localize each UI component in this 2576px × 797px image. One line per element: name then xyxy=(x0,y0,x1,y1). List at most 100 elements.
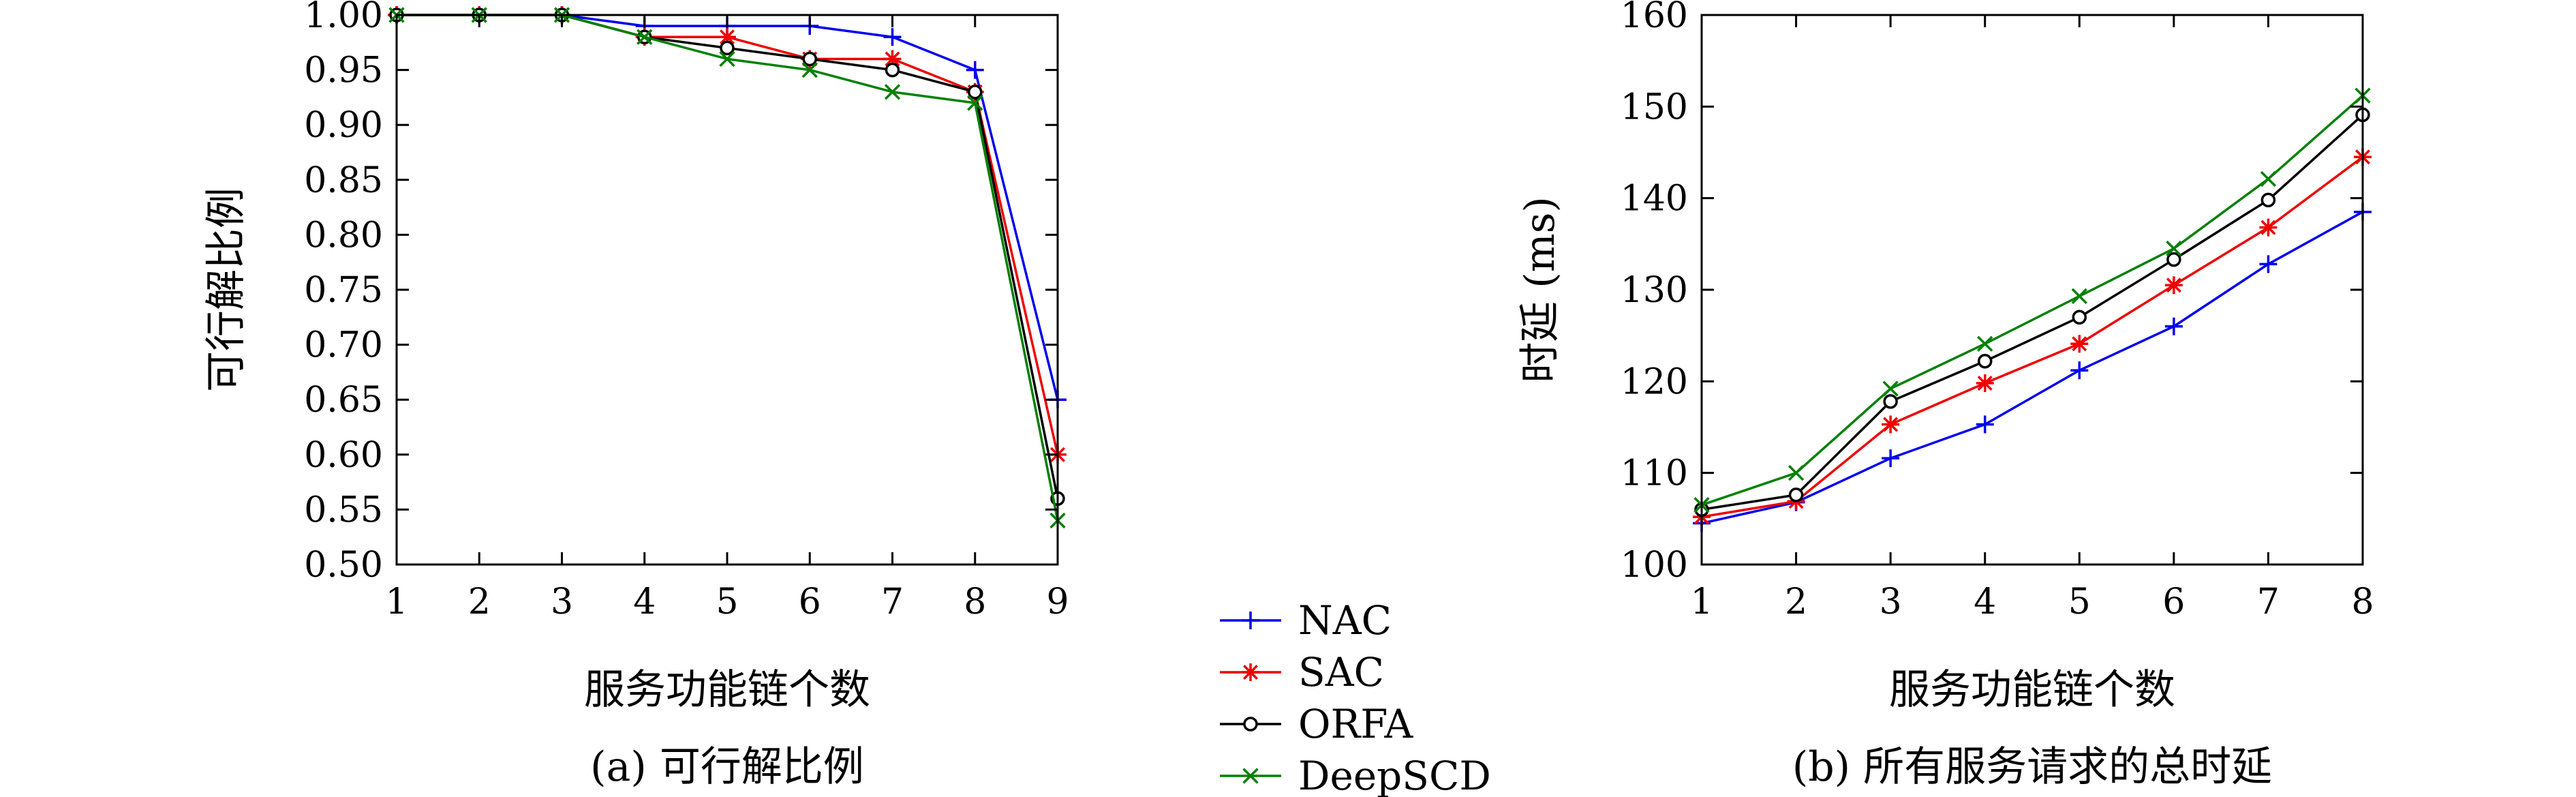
y-tick-label: 0.75 xyxy=(304,270,383,311)
series-line-orfa xyxy=(1701,114,2364,511)
x-tick-label: 2 xyxy=(468,582,491,622)
data-point-deepscd xyxy=(2166,240,2182,257)
panel-b-x-ticks: 1 2 3 4 5 6 7 8 xyxy=(1690,15,2374,622)
data-point-deepscd xyxy=(2071,288,2087,305)
y-tick-label: 0.55 xyxy=(304,490,383,530)
legend-marker-sac xyxy=(1242,663,1259,681)
x-tick-label: 3 xyxy=(551,582,573,622)
data-point-deepscd xyxy=(801,61,818,78)
legend: NAC SAC ORFA DeepSCD xyxy=(1220,597,1491,797)
series-line-nac xyxy=(397,14,1059,400)
series-line-deepscd xyxy=(397,14,1059,521)
data-point-orfa xyxy=(1883,394,1898,409)
legend-label: DeepSCD xyxy=(1298,753,1491,797)
legend-label: SAC xyxy=(1298,649,1384,695)
data-point-orfa xyxy=(720,40,735,56)
data-point-nac xyxy=(2070,361,2089,380)
data-point-orfa xyxy=(2260,192,2276,208)
data-point-sac xyxy=(1882,415,1900,434)
x-tick-label: 8 xyxy=(2351,582,2374,622)
data-point-orfa xyxy=(1788,487,1804,502)
panel-a-plot-frame xyxy=(395,14,1059,566)
series-line-deepscd xyxy=(1701,94,2364,507)
x-tick-label: 4 xyxy=(1974,582,1996,622)
data-point-orfa xyxy=(968,85,983,100)
y-tick-label: 0.70 xyxy=(304,325,383,366)
legend-marker-deepscd xyxy=(1242,768,1259,784)
data-point-sac xyxy=(883,50,902,68)
data-point-nac xyxy=(2164,317,2183,335)
data-point-sac xyxy=(1976,374,1994,393)
y-tick-label: 150 xyxy=(1621,87,1688,127)
data-point-deepscd xyxy=(884,84,901,100)
y-tick-label: 0.90 xyxy=(304,105,383,146)
data-point-nac xyxy=(1976,415,1994,434)
x-tick-label: 1 xyxy=(1690,582,1713,622)
series-line-nac xyxy=(1701,211,2363,525)
panel-b-x-axis-label: 服务功能链个数 xyxy=(1889,666,2175,714)
data-point-deepscd xyxy=(967,95,983,111)
y-tick-label: 140 xyxy=(1621,179,1688,220)
y-tick-label: 0.60 xyxy=(304,435,383,476)
panel-b-caption: (b) 所有服务请求的总时延 xyxy=(1792,743,2272,791)
data-point-orfa xyxy=(802,51,817,67)
x-tick-label: 2 xyxy=(1785,582,1807,622)
panel-a-y-ticks: 0.50 0.55 0.60 0.65 0.70 0.75 0.80 0.85 0.90 0.95… xyxy=(304,0,1058,586)
panel-a-series xyxy=(388,6,1067,529)
y-tick-label: 0.80 xyxy=(304,215,383,256)
panel-b-total-latency: 1 2 3 4 5 6 7 8 100 110 120 130 140 150 160 服务功能链个数 时… xyxy=(1516,0,2374,791)
series-line-orfa xyxy=(397,14,1059,499)
data-point-sac xyxy=(2259,218,2278,237)
data-point-nac xyxy=(1882,449,1900,468)
panel-b-y-ticks: 100 110 120 130 140 150 160 xyxy=(1621,0,2363,586)
y-tick-label: 120 xyxy=(1621,361,1688,402)
data-point-deepscd xyxy=(1977,335,1993,352)
data-point-deepscd xyxy=(637,29,653,45)
data-point-orfa xyxy=(2166,252,2181,267)
x-tick-label: 9 xyxy=(1046,582,1069,622)
y-tick-label: 1.00 xyxy=(304,0,383,36)
panel-a-caption: (a) 可行解比例 xyxy=(590,743,864,791)
y-tick-label: 0.50 xyxy=(304,545,383,586)
y-tick-label: 160 xyxy=(1621,0,1688,36)
legend-label: NAC xyxy=(1298,597,1392,644)
panel-b-y-axis-label: 时延 (ms) xyxy=(1516,196,1564,383)
x-tick-label: 6 xyxy=(2162,582,2185,622)
legend-item-sac: SAC xyxy=(1220,649,1384,695)
legend-marker-nac xyxy=(1242,612,1259,629)
legend-item-orfa: ORFA xyxy=(1220,701,1413,747)
legend-label: ORFA xyxy=(1298,701,1413,747)
x-tick-label: 8 xyxy=(964,582,986,622)
y-tick-label: 130 xyxy=(1621,270,1688,311)
legend-item-nac: NAC xyxy=(1220,597,1392,644)
data-point-deepscd xyxy=(1788,465,1805,481)
data-point-deepscd xyxy=(719,50,735,67)
data-point-nac xyxy=(883,28,902,46)
x-tick-label: 5 xyxy=(2068,582,2091,622)
data-point-sac xyxy=(718,28,736,46)
data-point-deepscd xyxy=(1882,380,1899,397)
y-tick-label: 0.95 xyxy=(304,50,383,91)
data-point-sac xyxy=(2070,335,2089,353)
panel-a-x-axis-label: 服务功能链个数 xyxy=(584,666,870,714)
x-tick-label: 3 xyxy=(1880,582,1902,622)
series-line-sac xyxy=(397,14,1059,455)
data-point-sac xyxy=(2164,276,2183,295)
panel-b-series xyxy=(1693,87,2372,532)
y-tick-label: 110 xyxy=(1621,453,1688,494)
legend-marker-orfa xyxy=(1243,717,1258,732)
panel-a-y-axis-label: 可行解比例 xyxy=(202,187,250,392)
data-point-orfa xyxy=(1977,354,1993,369)
x-tick-label: 5 xyxy=(716,582,738,622)
data-point-nac xyxy=(2259,255,2278,273)
x-tick-label: 1 xyxy=(385,582,408,622)
panel-b-plot-frame xyxy=(1700,14,2364,566)
series-line-sac xyxy=(1701,155,2364,518)
data-point-nac xyxy=(966,61,984,79)
x-tick-label: 6 xyxy=(799,582,821,622)
data-point-orfa xyxy=(2072,310,2087,325)
legend-item-deepscd: DeepSCD xyxy=(1220,753,1491,797)
panel-a-x-ticks: 1 2 3 4 5 6 7 8 9 xyxy=(385,15,1069,622)
